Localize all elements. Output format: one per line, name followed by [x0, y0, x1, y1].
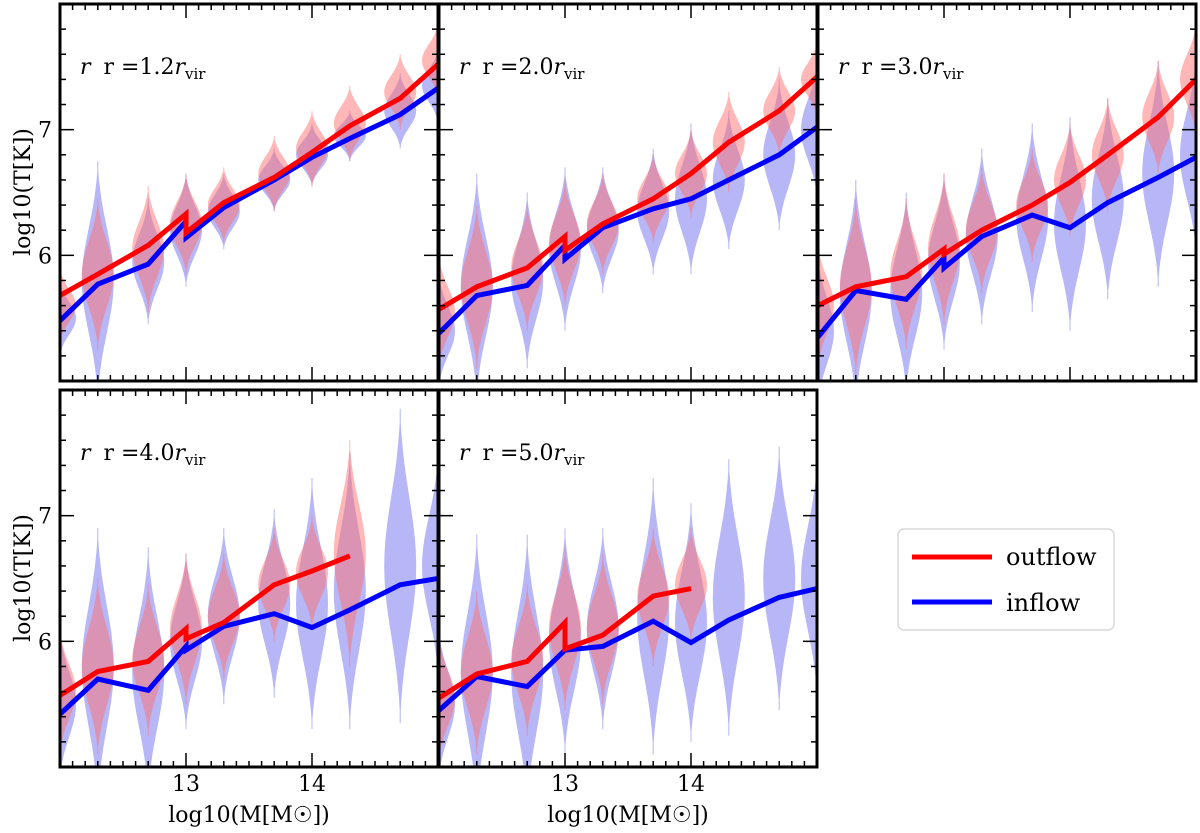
violin-outflow [207, 553, 240, 679]
y-tick-label: 7 [38, 119, 52, 144]
violin-outflow [675, 528, 707, 642]
x-axis-label-left: log10(M[M☉]) [168, 803, 329, 828]
panel-label: r r =4.0rvir [80, 441, 206, 469]
panel-r-5-0: 13 14 r r =5.0rvir [439, 390, 818, 797]
legend-box [897, 528, 1115, 631]
violin-outflow [333, 440, 366, 667]
panel-frame [816, 2, 1198, 383]
inflow-line [60, 576, 438, 717]
violin-outflow [384, 54, 417, 130]
panel-label: r r =1.2rvir [80, 55, 206, 83]
panel-frame [437, 388, 819, 769]
violin-inflow [422, 452, 438, 679]
violin-outflow [81, 578, 114, 755]
x-tick-label: 14 [677, 772, 705, 797]
y-axis-label-bottom: log10(T[K]) [11, 514, 36, 642]
panel-r-2-0: r r =2.0rvir [439, 4, 818, 381]
y-tick-label: 7 [38, 505, 52, 530]
violin-outflow [296, 110, 328, 187]
violin-outflow [132, 186, 165, 312]
violin-inflow [763, 446, 796, 711]
inflow-line [60, 86, 438, 323]
panel-r-1-2: 6 7 r r =1.2rvir [38, 4, 439, 381]
violin-inflow [384, 408, 417, 723]
panel-label: r r =5.0rvir [459, 441, 585, 469]
x-tick-label: 13 [551, 772, 579, 797]
violin-outflow [60, 267, 76, 344]
panel-r-3-0: r r =3.0rvir [818, 4, 1197, 381]
violin-inflow [801, 459, 817, 698]
panel-label: r r =3.0rvir [838, 55, 964, 83]
y-tick-label: 6 [38, 244, 52, 269]
violin-outflow [439, 255, 455, 369]
inflow-line [439, 586, 817, 713]
y-tick-label: 6 [38, 630, 52, 655]
y-axis-label-top: log10(T[K]) [11, 128, 36, 256]
outflow-line [439, 75, 817, 312]
x-tick-label: 13 [172, 772, 200, 797]
violin-outflow [258, 135, 291, 212]
violin-outflow [818, 242, 834, 369]
x-axis-label-right: log10(M[M☉]) [547, 803, 708, 828]
violin-outflow [586, 553, 619, 705]
violin-outflow [1180, 22, 1196, 136]
violin-inflow [712, 459, 745, 736]
panel-label: r r =2.0rvir [459, 55, 585, 83]
outflow-line [818, 77, 1196, 308]
outflow-line [60, 553, 351, 698]
legend-inflow-label: inflow [1006, 589, 1081, 617]
outflow-line [439, 586, 692, 701]
outflow-line [60, 62, 438, 298]
inflow-line [439, 125, 817, 335]
inflow-line [818, 155, 1196, 339]
legend: outflow inflow [897, 528, 1115, 631]
violin-outflow [801, 41, 817, 118]
panel-r-4-0: 6 7 13 14 r r =4.0rvir [38, 390, 439, 797]
x-tick-label: 14 [298, 772, 326, 797]
legend-outflow-label: outflow [1006, 543, 1097, 571]
